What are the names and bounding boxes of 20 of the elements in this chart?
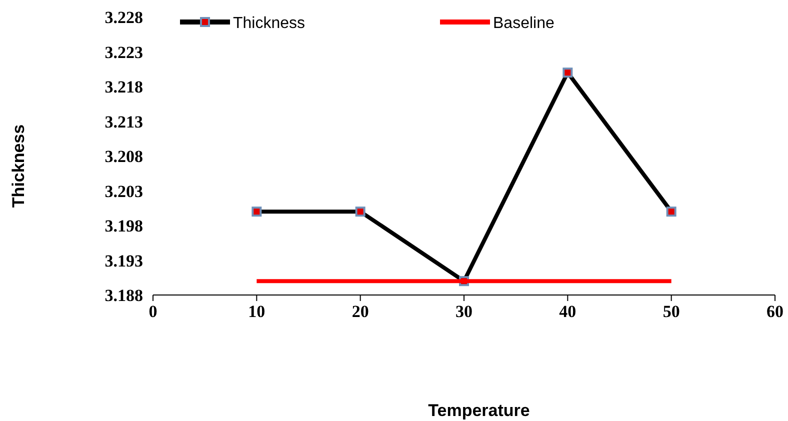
x-tick-label: 10 [248,302,266,321]
y-tick-label: 3.223 [104,42,143,62]
y-tick-label: 3.218 [104,78,143,96]
x-tick-label: 30 [456,302,472,321]
y-tick-label: 3.208 [104,147,143,166]
x-tick-label: 60 [766,302,784,321]
legend-label: Thickness [233,15,306,32]
y-tick-label: 3.198 [104,216,143,236]
x-tick-label: 50 [662,302,680,321]
x-tick-label: 20 [352,302,369,321]
x-tick-label: 40 [559,302,576,321]
x-tick-label: 0 [148,302,158,321]
x-axis-title: Temperature [428,401,530,420]
y-axis-title: Thickness [9,124,28,208]
y-tick-label: 3.193 [104,251,143,270]
y-tick-label: 3.203 [104,182,143,201]
y-tick-label: 3.228 [104,8,143,27]
y-tick-label: 3.188 [104,286,143,305]
y-tick-label: 3.213 [104,112,143,132]
legend-label: Baseline [493,15,554,32]
